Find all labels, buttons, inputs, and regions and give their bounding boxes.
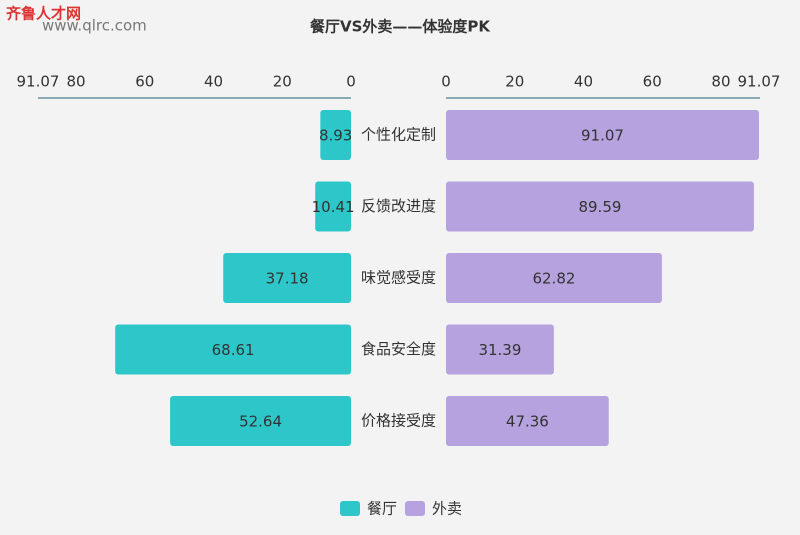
left-tick-label: 40 [204,73,223,91]
bar [446,110,759,160]
legend-label: 餐厅 [367,500,397,518]
right-tick-label: 60 [643,73,662,91]
data-label: 10.41 [312,198,355,216]
data-label: 62.82 [532,270,575,288]
legend-swatch [340,501,360,516]
data-label: 52.64 [239,413,282,431]
right-tick-label: 20 [505,73,524,91]
data-label: 89.59 [578,198,621,216]
category-label: 食品安全度 [361,340,436,358]
bar [115,324,351,375]
bar [446,253,662,303]
bar [320,110,351,160]
category-label: 反馈改进度 [361,197,436,215]
bar [446,396,609,446]
data-label: 47.36 [506,413,549,431]
right-tick-label: 0 [441,73,451,91]
watermark-url: www.qlrc.com [42,17,147,35]
watermark-name: 齐鲁人才网 [6,5,81,23]
bar [170,396,351,446]
data-label: 8.93 [319,127,352,145]
bar [315,181,351,232]
category-label: 味觉感受度 [361,269,436,287]
legend-swatch [405,501,425,516]
data-label: 68.61 [212,341,255,359]
right-tick-label: 40 [574,73,593,91]
left-tick-label: 80 [66,73,85,91]
left-tick-label: 20 [273,73,292,91]
chart-title: 餐厅VS外卖——体验度PK [310,18,491,36]
left-tick-label: 60 [135,73,154,91]
legend-label: 外卖 [432,500,462,518]
data-label: 37.18 [266,270,309,288]
bar [446,181,754,232]
category-label: 价格接受度 [361,412,436,430]
left-tick-label: 91.07 [17,73,60,91]
right-tick-label: 91.07 [738,73,781,91]
category-label: 个性化定制 [361,126,436,144]
data-label: 91.07 [581,127,624,145]
data-label: 31.39 [478,341,521,359]
left-tick-label: 0 [346,73,356,91]
bar [446,324,554,375]
bar [223,253,351,303]
right-tick-label: 80 [711,73,730,91]
